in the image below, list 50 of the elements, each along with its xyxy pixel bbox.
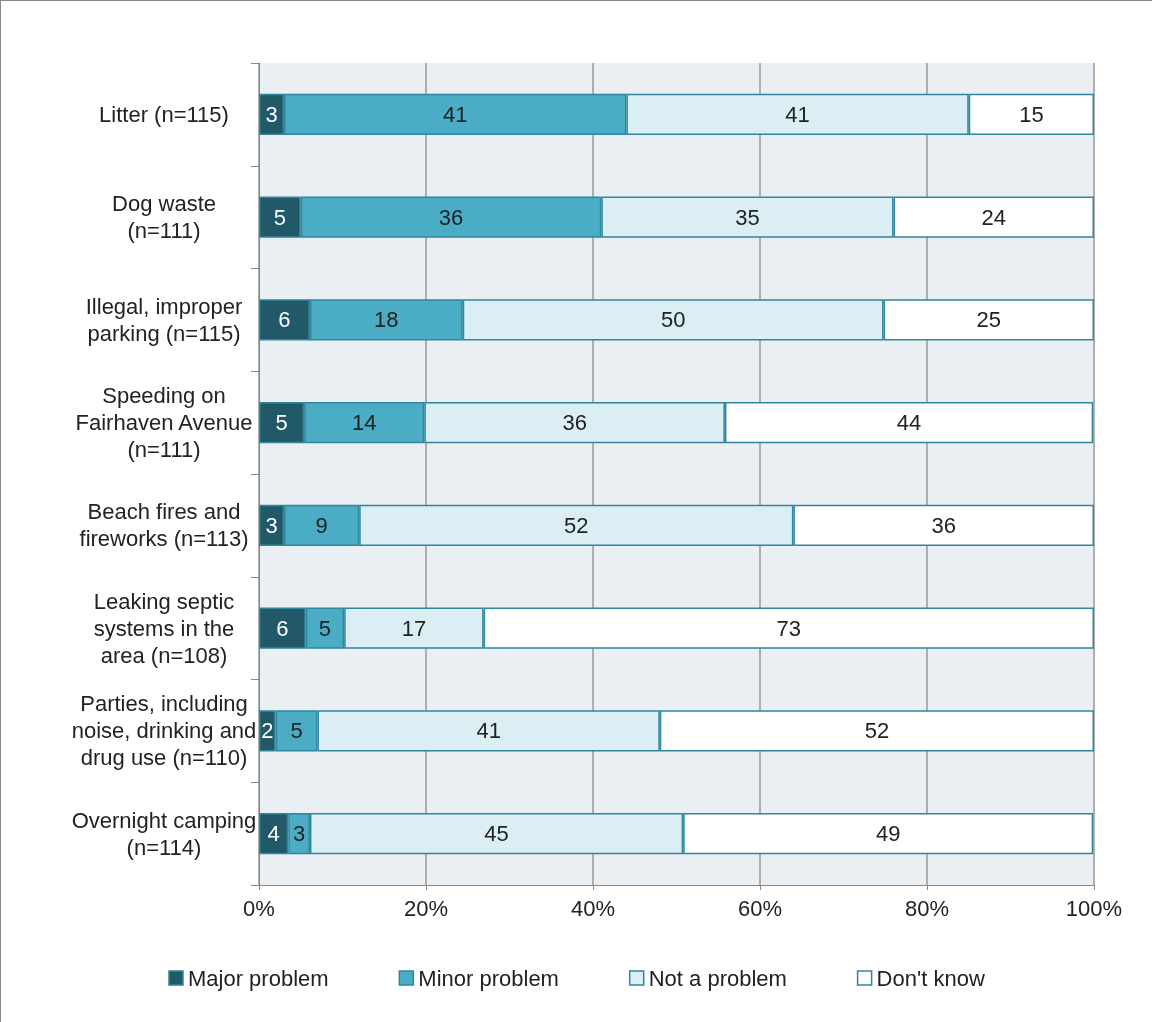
y-tick-label: Litter (n=115): [99, 101, 229, 127]
data-label: 41: [476, 718, 501, 744]
y-tick-label: Beach fires and fireworks (n=113): [79, 499, 249, 552]
data-label: 45: [484, 821, 509, 847]
data-label: 6: [278, 307, 291, 333]
x-tick-label: 0%: [243, 895, 275, 921]
x-tick-label: 80%: [904, 895, 950, 921]
data-label: 5: [273, 204, 286, 230]
data-label: 35: [735, 204, 760, 230]
data-label: 5: [290, 718, 303, 744]
data-label: 18: [374, 307, 399, 333]
x-tick-label: 60%: [737, 895, 783, 921]
data-label: 5: [275, 410, 288, 436]
x-tick-label: 100%: [1065, 895, 1123, 921]
data-label: 25: [976, 307, 1002, 333]
data-label: 4: [267, 821, 280, 847]
data-label: 17: [401, 615, 427, 641]
data-label: 6: [276, 615, 289, 641]
legend-label: Don't know: [876, 965, 985, 991]
data-label: 5: [318, 615, 332, 641]
data-label: 14: [351, 410, 377, 436]
data-label: 36: [562, 410, 587, 436]
x-tick-label: 40%: [570, 895, 616, 921]
data-label: 3: [265, 101, 278, 127]
data-label: 36: [931, 512, 956, 538]
data-label: 52: [864, 718, 890, 744]
data-label: 50: [660, 307, 686, 333]
legend-label: Minor problem: [418, 965, 559, 991]
data-label: 2: [261, 718, 274, 744]
data-label: 24: [981, 204, 1007, 230]
x-tick-label: 20%: [403, 895, 449, 921]
data-label: 41: [785, 101, 810, 127]
data-label: 3: [292, 821, 306, 847]
data-label: 3: [265, 512, 278, 538]
y-tick-label: Dog waste (n=111): [112, 191, 216, 244]
data-label: 52: [564, 512, 589, 538]
legend-label: Major problem: [187, 965, 329, 991]
data-label: 73: [776, 615, 802, 641]
y-tick-label: Illegal, improper parking (n=115): [85, 293, 243, 346]
data-label: 9: [315, 512, 328, 538]
data-label: 49: [875, 821, 901, 847]
data-label: 15: [1019, 101, 1044, 127]
data-label: 44: [896, 410, 922, 436]
data-label: 41: [442, 101, 468, 127]
y-tick-label: Overnight camping (n=114): [71, 807, 257, 860]
data-label: 36: [438, 204, 464, 230]
y-tick-label: Leaking septic systems in the area (n=108): [93, 588, 235, 668]
legend-label: Not a problem: [648, 965, 787, 991]
y-tick-label: Speeding on Fairhaven Avenue (n=111): [75, 383, 253, 463]
y-tick-label: Parties, including noise, drinking and drug use (n=110): [71, 691, 257, 771]
